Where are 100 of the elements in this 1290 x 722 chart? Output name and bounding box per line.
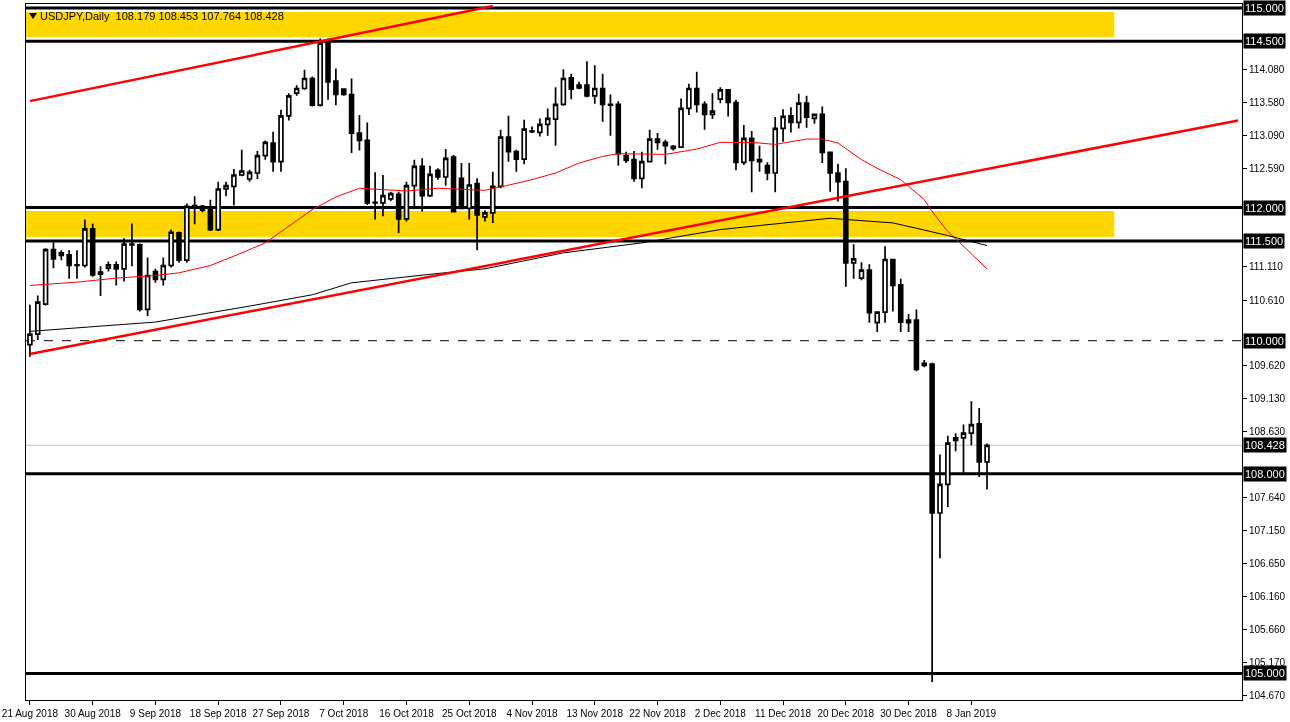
y-tick-label: 114.080 [1249,63,1285,75]
x-tick-label: 25 Oct 2018 [442,708,497,719]
candlestick [968,400,975,446]
candlestick [741,124,747,166]
candlestick [646,128,653,164]
candlestick [427,164,433,198]
y-tick-label: 108.630 [1249,426,1286,438]
candlestick [764,161,771,182]
x-tick-label: 4 Nov 2018 [506,708,559,719]
ref-line-label: 105.000 [1245,667,1285,679]
candlestick [780,108,786,143]
y-tick-label: 107.150 [1249,524,1286,536]
x-tick-label: 21 Aug 2018 [1,708,59,719]
y-tick-label: 109.130 [1249,393,1286,405]
ref-line-label: 108.000 [1245,468,1285,480]
text: USDJPY,Daily 108.179 108.453 107.764 108.428 [40,9,284,22]
candlestick [442,148,449,187]
candlestick [662,138,669,166]
candlestick [952,432,959,452]
y-tick-label: 106.160 [1249,590,1286,602]
candlestick [717,86,724,104]
x-tick-label: 27 Sep 2018 [252,708,310,719]
candlestick [670,144,676,152]
candlestick [58,249,65,262]
candlestick [686,83,692,116]
candlestick [113,260,119,287]
y-tick-label: 105.170 [1249,656,1286,668]
candlestick [819,105,826,164]
x-tick-label: 7 Oct 2018 [319,708,369,719]
candlestick [701,100,708,131]
ref-line-label: 111.500 [1245,235,1284,247]
candlestick [874,310,880,333]
ref-line-label: 114.500 [1245,35,1284,47]
x-tick-label: 11 Dec 2018 [755,708,812,719]
candlestick [639,150,645,190]
candlestick [529,125,535,134]
candlestick [136,242,143,313]
candlestick [866,263,873,324]
y-tick-label: 105.660 [1249,623,1286,635]
candlestick [921,359,928,369]
candlestick [505,114,512,163]
candlestick [623,150,629,164]
candlestick [262,139,269,161]
candlestick [756,144,763,173]
candlestick [678,97,684,149]
candlestick [74,249,80,280]
candlestick [890,258,896,313]
candlestick [607,93,614,137]
candlestick [435,167,441,181]
candlestick [521,118,527,166]
ref-line-label: 108.428 [1245,439,1285,451]
candlestick [66,249,72,280]
y-tick-label: 112.590 [1249,162,1285,174]
candlestick [693,71,700,114]
y-tick-label: 113.580 [1249,96,1285,108]
candlestick [748,130,755,194]
candlestick [544,107,551,137]
candlestick [576,81,582,89]
candlestick [733,98,739,172]
candlestick [160,256,167,287]
x-tick-label: 18 Sep 2018 [189,708,248,719]
candlestick [537,117,543,138]
candlestick [709,92,716,120]
candlestick [882,245,888,324]
x-tick-label: 9 Sep 2018 [129,708,182,719]
ref-line-label: 112.000 [1245,202,1284,214]
candlestick [615,100,622,167]
candlestick [246,168,253,183]
candlestick [897,277,904,333]
candlestick [568,73,575,100]
candlestick [254,150,261,180]
y-tick-label: 111.110 [1249,261,1284,273]
y-tick-label: 113.090 [1249,129,1285,141]
candlestick [795,92,802,130]
candlestick [850,243,857,280]
ref-line-label: 110.000 [1245,335,1284,347]
candlestick [803,94,810,129]
x-tick-label: 16 Oct 2018 [379,708,435,719]
candlestick [97,265,104,297]
x-tick-label: 8 Jan 2019 [946,708,997,719]
candlestick [286,92,292,122]
candlestick [552,86,559,147]
candlestick [905,313,912,333]
candlestick [293,84,300,97]
candlestick [223,180,229,198]
candlestick [348,77,355,154]
candlestick [584,60,590,98]
candlestick [654,132,661,151]
y-tick-label: 106.650 [1249,558,1286,570]
y-tick-label: 107.640 [1249,492,1286,504]
candlestick [388,190,394,202]
candlestick [356,114,363,152]
candlestick [858,261,865,281]
candlestick [513,148,520,173]
candlestick [278,108,284,173]
candlestick [835,162,841,203]
candlestick [788,106,794,134]
ref-line-label: 115.000 [1245,2,1284,14]
x-tick-label: 30 Aug 2018 [64,708,122,719]
candlestick [592,64,598,105]
